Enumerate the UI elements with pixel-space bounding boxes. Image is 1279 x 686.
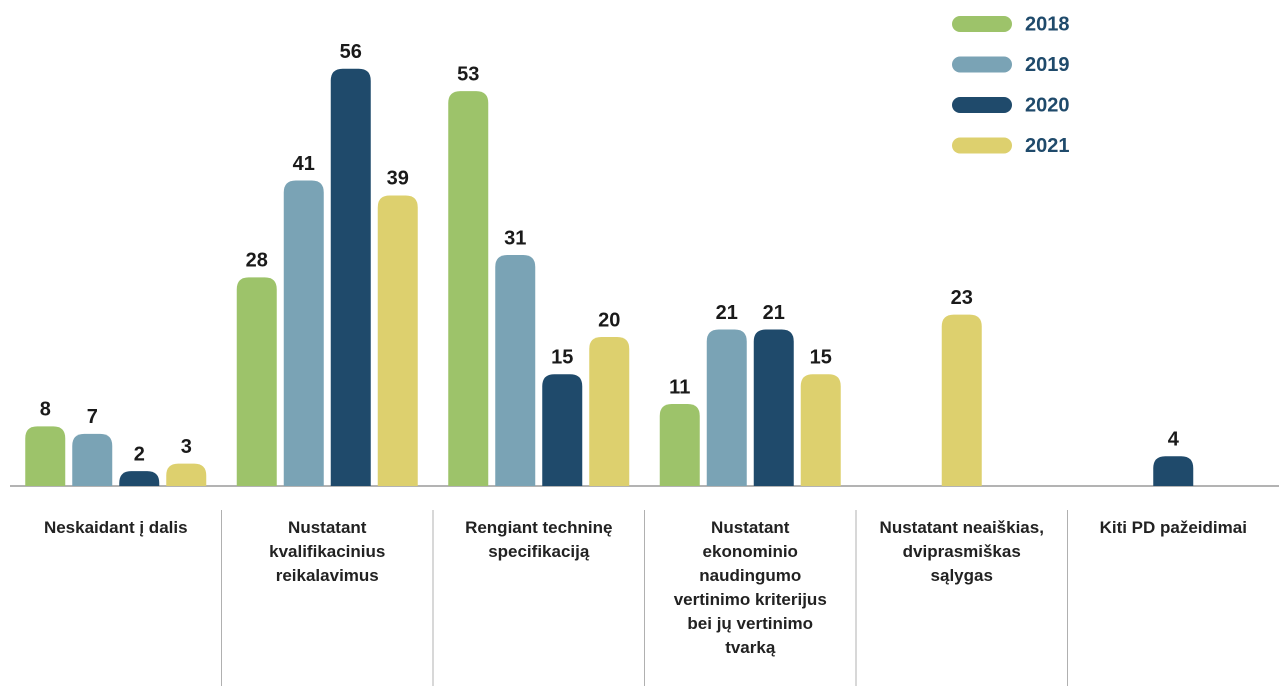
- bar: [659, 404, 700, 486]
- bar: [800, 374, 841, 486]
- legend-label: 2020: [1025, 94, 1070, 116]
- value-label: 53: [457, 63, 479, 85]
- bar: [941, 314, 982, 486]
- legend-label: 2018: [1025, 13, 1070, 35]
- bar: [589, 337, 630, 486]
- legend-label: 2019: [1025, 54, 1070, 76]
- value-label: 4: [1168, 428, 1180, 450]
- bar: [166, 463, 207, 486]
- value-label: 31: [504, 227, 526, 249]
- bar: [236, 277, 277, 486]
- bar: [495, 255, 536, 486]
- x-tick-label: Rengiant techninę specifikaciją: [465, 518, 613, 561]
- x-tick-label: Neskaidant į dalis: [43, 518, 188, 537]
- x-tick-label: Nustatant kvalifikacinius reikalavimus: [269, 518, 386, 585]
- value-label: 21: [716, 302, 738, 324]
- value-label: 2: [134, 443, 145, 465]
- bar: [706, 329, 747, 486]
- legend-swatch: [952, 56, 1012, 73]
- bar: [542, 374, 583, 486]
- bar: [330, 68, 371, 487]
- value-label: 23: [951, 287, 973, 309]
- value-label: 20: [598, 309, 620, 331]
- legend-swatch: [952, 97, 1012, 113]
- legend-swatch: [952, 16, 1012, 32]
- bar: [1153, 456, 1194, 486]
- x-tick-label: Nustatant ekonominio naudingumo vertinim…: [673, 518, 827, 657]
- value-label: 11: [669, 376, 690, 398]
- bar: [25, 426, 66, 486]
- value-label: 3: [181, 436, 192, 458]
- bar: [753, 329, 794, 486]
- x-tick-label: Kiti PD pažeidimai: [1099, 518, 1247, 537]
- bar: [72, 433, 113, 486]
- value-label: 39: [387, 168, 409, 190]
- value-label: 56: [340, 41, 362, 63]
- x-tick-label: Nustatant neaiškias, dviprasmiškas sąlyg…: [879, 518, 1044, 585]
- value-label: 28: [246, 250, 268, 272]
- legend-swatch: [952, 137, 1012, 154]
- value-label: 21: [763, 302, 785, 324]
- bar: [377, 195, 418, 486]
- value-label: 7: [87, 406, 98, 428]
- value-label: 41: [293, 153, 315, 175]
- bar: [448, 91, 489, 487]
- legend-label: 2021: [1025, 135, 1070, 157]
- value-label: 15: [551, 347, 573, 369]
- bar: [283, 180, 324, 487]
- bar: [119, 471, 160, 486]
- value-label: 8: [40, 399, 51, 421]
- value-label: 15: [810, 347, 832, 369]
